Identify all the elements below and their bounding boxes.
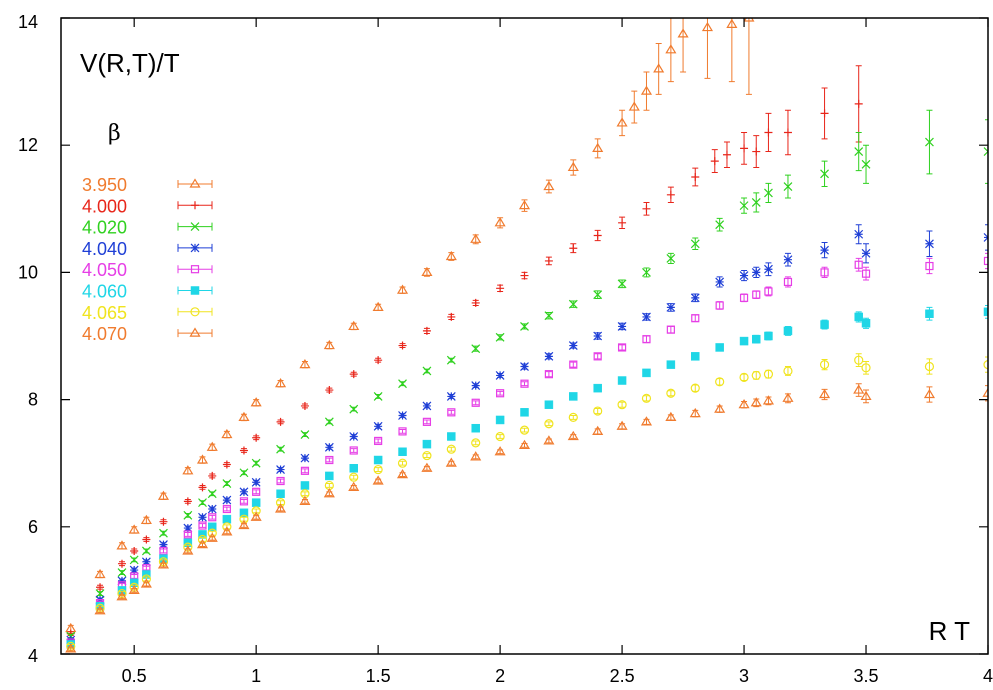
data-point (667, 303, 675, 311)
data-point (447, 432, 455, 440)
data-point (496, 371, 504, 379)
legend-label: 4.050 (82, 260, 127, 280)
legend-label: 4.000 (82, 196, 127, 216)
x-tick-label: 1.5 (366, 666, 391, 686)
data-point (594, 332, 602, 340)
data-point (569, 392, 577, 400)
data-point (545, 352, 553, 360)
data-point (496, 416, 504, 424)
data-point (223, 515, 231, 523)
data-point (350, 432, 358, 440)
data-point (240, 488, 248, 496)
data-point (325, 472, 333, 480)
data-point (716, 278, 724, 286)
data-point (374, 422, 382, 430)
data-point (784, 256, 792, 264)
data-point (252, 478, 260, 486)
data-point (752, 335, 760, 343)
data-point (325, 443, 333, 451)
data-point (862, 249, 870, 257)
data-point (350, 464, 358, 472)
data-point (855, 313, 863, 321)
data-point (198, 513, 206, 521)
data-point (642, 313, 650, 321)
data-point (740, 337, 748, 345)
data-point (618, 322, 626, 330)
legend-marker (191, 244, 199, 252)
legend-label: 4.060 (82, 282, 127, 302)
y-tick-label: 6 (28, 517, 38, 537)
legend-label: 4.070 (82, 324, 127, 344)
legend-label: 4.040 (82, 239, 127, 259)
data-point (545, 401, 553, 409)
data-point (764, 332, 772, 340)
data-point (925, 310, 933, 318)
data-point (423, 440, 431, 448)
data-point (569, 342, 577, 350)
data-point (423, 402, 431, 410)
y-axis-label: V(R,T)/T (80, 48, 180, 78)
data-point (301, 454, 309, 462)
y-tick-label: 10 (18, 262, 38, 282)
data-point (521, 408, 529, 416)
x-tick-label: 0.5 (122, 666, 147, 686)
data-point (784, 327, 792, 335)
data-point (594, 384, 602, 392)
data-point (691, 294, 699, 302)
data-point (618, 377, 626, 385)
legend-label: 3.950 (82, 175, 127, 195)
data-point (691, 352, 699, 360)
data-point (472, 382, 480, 390)
y-tick-label: 8 (28, 390, 38, 410)
data-point (667, 361, 675, 369)
data-point (855, 230, 863, 238)
y-tick-label: 4 (28, 646, 38, 666)
data-point (821, 246, 829, 254)
data-point (521, 363, 529, 371)
data-point (277, 490, 285, 498)
data-point (716, 343, 724, 351)
x-tick-label: 2.5 (610, 666, 635, 686)
data-point (399, 412, 407, 420)
data-point (277, 466, 285, 474)
data-point (472, 424, 480, 432)
data-point (821, 321, 829, 329)
x-tick-label: 4 (983, 666, 993, 686)
legend-label: 4.020 (82, 218, 127, 238)
data-point (301, 481, 309, 489)
data-point (925, 240, 933, 248)
x-tick-label: 2 (495, 666, 505, 686)
x-axis-label: R T (929, 616, 971, 646)
data-point (642, 369, 650, 377)
data-point (447, 392, 455, 400)
data-point (223, 496, 231, 504)
legend-label: 4.065 (82, 303, 127, 323)
data-point (740, 272, 748, 280)
legend-marker (191, 287, 199, 295)
y-tick-label: 12 (18, 135, 38, 155)
x-tick-label: 1 (251, 666, 261, 686)
x-tick-label: 3 (739, 666, 749, 686)
data-point (764, 265, 772, 273)
y-tick-label: 14 (18, 12, 38, 32)
data-point (752, 268, 760, 276)
data-point (252, 499, 260, 507)
data-point (374, 456, 382, 464)
legend-title: β (108, 121, 121, 146)
data-point (399, 448, 407, 456)
x-tick-label: 3.5 (854, 666, 879, 686)
data-point (862, 319, 870, 327)
data-point (208, 505, 216, 513)
